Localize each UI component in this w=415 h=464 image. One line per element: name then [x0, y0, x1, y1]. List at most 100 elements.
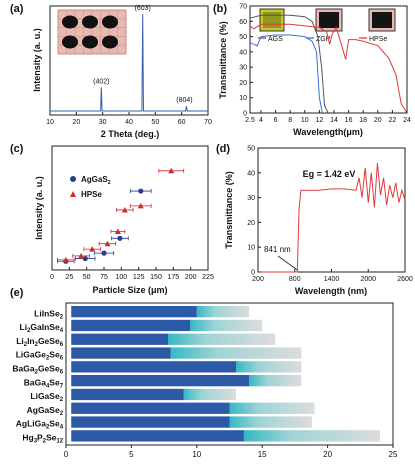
category-label: LiInSe2: [34, 308, 64, 320]
category-label: Li2In2GeSe6: [16, 336, 64, 348]
bar-segment-fade: [249, 375, 302, 387]
y-tick-label: 20: [239, 80, 247, 87]
bar-segment-dark: [71, 402, 230, 414]
x-tick-label: 2600: [397, 276, 413, 283]
category-label: AgLiGa2Se4: [16, 419, 64, 431]
data-point-circle: [82, 255, 88, 262]
panel-e-label: (e): [10, 287, 24, 299]
transmittance-line-hpse: [249, 23, 408, 114]
x-tick-label: 800: [289, 276, 301, 283]
legend-label: HPSe: [81, 190, 102, 199]
y-tick-label: 10: [239, 95, 247, 102]
x-tick-label: 20: [72, 119, 80, 126]
x-tick-label: 10: [301, 117, 309, 124]
x-tick-label: 50: [83, 274, 91, 281]
data-point-triangle: [62, 256, 69, 263]
y-tick-label: 40: [239, 49, 247, 56]
category-label: Li2GaInSe4: [20, 322, 64, 334]
y-tick-label: 50: [239, 34, 247, 41]
category-label: LiGaGe2Se6: [16, 350, 64, 362]
bandgap-annotation: Eg = 1.42 eV: [303, 169, 356, 179]
panel-a-label: (a): [10, 3, 24, 15]
bar-segment-fade: [229, 402, 315, 414]
x-tick-label: 25: [389, 450, 398, 459]
x-tick-label: 200: [252, 276, 264, 283]
x-tick-label: 8: [288, 117, 292, 124]
x-tick-label: 5: [129, 450, 134, 459]
x-tick-label: 4: [259, 117, 263, 124]
x-tick-label: 30: [99, 119, 107, 126]
data-point-triangle: [121, 206, 128, 213]
x-tick-label: 60: [178, 119, 186, 126]
category-label: LiGaSe2: [30, 391, 63, 403]
y-axis-title: Transmittance (%): [224, 171, 234, 249]
data-point-triangle: [104, 240, 111, 247]
x-axis-title: 2 Theta (deg.): [101, 129, 160, 139]
bar-segment-fade: [190, 319, 263, 332]
panel-b-label: (b): [213, 3, 227, 15]
x-tick-label: 20: [374, 117, 382, 124]
x-tick-label: 18: [359, 117, 367, 124]
transmittance-line-zgp: [249, 34, 323, 114]
crystal-piece: [82, 15, 98, 29]
category-label: BaGa4Se7: [24, 377, 64, 389]
panel-b-frame: [249, 5, 408, 114]
crystal-piece: [82, 35, 98, 49]
x-tick-label: 40: [125, 119, 133, 126]
data-point-triangle: [168, 167, 175, 174]
legend-label: AGS: [268, 36, 283, 43]
legend-label: ZGP: [316, 36, 331, 43]
xrd-line: [50, 13, 208, 112]
y-tick-label: 40: [247, 170, 255, 177]
data-point-triangle: [78, 252, 85, 259]
y-tick-label: 60: [239, 19, 247, 26]
ags-sample-crystal: [263, 12, 281, 28]
bar-segment-fade: [168, 333, 276, 345]
x-tick-label: 6: [274, 117, 278, 124]
panel-d-label: (d): [216, 143, 230, 155]
bar-segment-dark: [71, 319, 191, 332]
x-tick-label: 10: [192, 450, 201, 459]
y-tick-label: 70: [239, 4, 247, 11]
x-tick-label: 15: [258, 450, 267, 459]
category-label: Hg3P2Se12: [22, 433, 63, 445]
transmittance-line-hpse: [258, 162, 406, 273]
x-tick-label: 100: [115, 274, 127, 281]
crystal-piece: [102, 15, 118, 29]
peak-label: (804): [176, 97, 192, 104]
legend-marker-hpse: [70, 191, 76, 197]
crystal-piece: [62, 15, 78, 29]
legend-label: AgGaS2: [81, 175, 111, 186]
x-tick-label: 175: [167, 274, 179, 281]
data-point-circle: [138, 188, 144, 194]
bar-segment-dark: [71, 375, 250, 387]
bar-segment-dark: [71, 430, 244, 442]
x-tick-label: 20: [323, 450, 332, 459]
bar-segment-fade: [170, 347, 302, 359]
data-point-triangle: [114, 228, 121, 235]
data-point-triangle: [137, 202, 144, 209]
bar-segment-fade: [229, 416, 312, 428]
bar-segment-dark: [71, 333, 169, 345]
x-axis-title: Wavelength(μm): [293, 127, 363, 137]
x-tick-label: 25: [65, 274, 73, 281]
x-axis-title: Particle Size (μm): [92, 285, 167, 295]
y-tick-label: 50: [247, 146, 255, 153]
crystal-photo-inset: [57, 9, 127, 55]
data-point-circle: [117, 235, 123, 241]
bar-segment-dark: [71, 347, 171, 359]
bar-segment-dark: [71, 416, 230, 428]
x-axis-title: Wavelength (nm): [295, 286, 367, 296]
bar-segment-dark: [71, 306, 197, 318]
x-tick-label: 0: [50, 274, 54, 281]
y-tick-label: 0: [243, 111, 247, 118]
x-tick-label: 50: [151, 119, 159, 126]
legend-marker-agga: [70, 176, 76, 182]
crystal-piece: [62, 35, 78, 49]
data-point-triangle: [89, 246, 96, 252]
cutoff-pointer: [277, 255, 298, 271]
peak-label: (402): [93, 78, 109, 85]
panel-c-label: (c): [10, 143, 24, 155]
x-tick-label: 225: [202, 274, 214, 281]
bar-segment-fade: [243, 430, 380, 442]
